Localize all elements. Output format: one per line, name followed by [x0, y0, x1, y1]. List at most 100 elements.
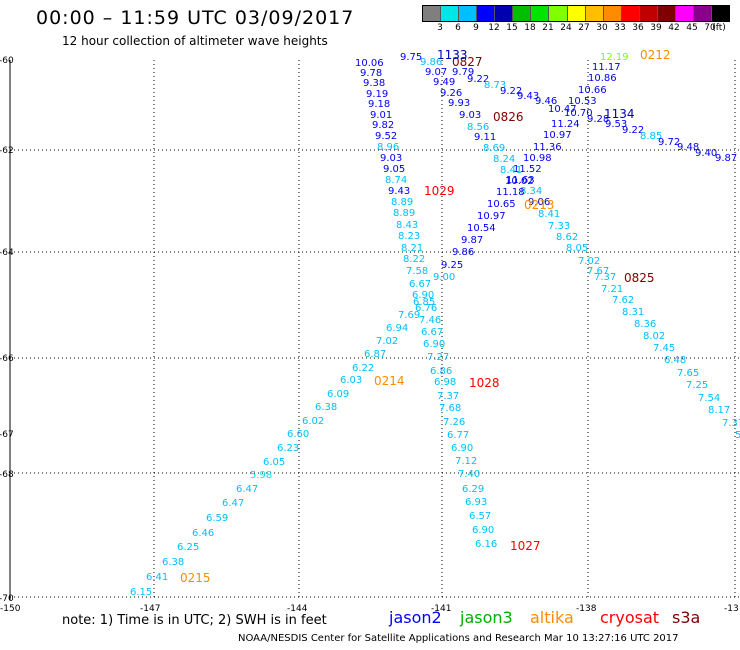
longitude-label: -138 — [576, 604, 597, 614]
color-scale-label: 24 — [560, 23, 572, 33]
wave-height-value: 8.24 — [493, 154, 516, 165]
wave-height-value: 9.86 — [452, 247, 475, 258]
wave-height-value: 6.77 — [447, 430, 470, 441]
wave-height-value: 6.86 — [430, 366, 453, 377]
color-scale-label: 3 — [437, 23, 443, 33]
color-scale-swatch — [441, 6, 460, 21]
wave-height-value: 9.82 — [372, 120, 395, 131]
color-scale-swatch — [621, 6, 640, 21]
wave-height-value: 9.40 — [695, 148, 718, 159]
longitude-label: -13 — [724, 604, 739, 614]
color-scale-swatch — [712, 6, 730, 21]
wave-height-value: 10.54 — [467, 223, 496, 234]
wave-height-value: 10.66 — [578, 85, 607, 96]
wave-height-value: 9.48 — [677, 142, 700, 153]
wave-height-value: 9.26 — [440, 88, 463, 99]
color-scale-swatch — [603, 6, 622, 21]
wave-height-value: 7.68 — [439, 403, 462, 414]
wave-height-value: 10.98 — [523, 153, 552, 164]
wave-height-value: 6.57 — [469, 511, 492, 522]
color-scale-swatch — [549, 6, 568, 21]
color-scale-swatch — [567, 6, 586, 21]
wave-height-value: 8.41 — [500, 165, 523, 176]
wave-height-value: 7.40 — [458, 469, 481, 480]
wave-height-value: 8.74 — [385, 175, 408, 186]
wave-height-value: 6.38 — [315, 402, 338, 413]
color-scale-label: (ft) — [712, 23, 726, 33]
pass-time-label: 1027 — [510, 539, 541, 553]
wave-height-value: 7.65 — [677, 368, 700, 379]
wave-height-value: 9.22 — [500, 86, 523, 97]
wave-height-value: 9.00 — [433, 272, 456, 283]
wave-height-value: 7.62 — [612, 295, 635, 306]
latitude-label: -64 — [0, 248, 14, 258]
latitude-label: -62 — [0, 146, 14, 156]
color-scale-label: 42 — [668, 23, 680, 33]
wave-height-value: 6.90 — [472, 525, 495, 536]
wave-height-value: 6.46 — [192, 528, 215, 539]
wave-height-value: 7.33 — [548, 221, 571, 232]
wave-height-value: 6.67 — [409, 279, 432, 290]
pass-time-label: 0827 — [452, 55, 483, 69]
wave-height-value: 7.27 — [427, 352, 450, 363]
wave-height-value: 7.58 — [406, 266, 429, 277]
color-scale-label: 9 — [473, 23, 479, 33]
color-scale-swatch — [459, 6, 478, 21]
wave-height-value: 9.43 — [517, 91, 540, 102]
color-scale-label: 39 — [650, 23, 662, 33]
color-scale-swatch — [513, 6, 532, 21]
longitude-label: -141 — [431, 604, 452, 614]
wave-height-value: 9.11 — [474, 132, 497, 143]
wave-height-value: 5 — [735, 430, 740, 441]
wave-height-value: 10.97 — [477, 211, 506, 222]
wave-height-value: 8.17 — [708, 405, 731, 416]
color-scale-swatch — [531, 6, 550, 21]
wave-height-value: 9.78 — [360, 68, 383, 79]
wave-height-value: 8.89 — [391, 197, 414, 208]
pass-time-label: 0213 — [524, 198, 555, 212]
wave-height-value: 8.69 — [483, 143, 506, 154]
pass-time-label: 1134 — [604, 107, 635, 121]
wave-height-value: 6.23 — [277, 443, 300, 454]
wave-height-color-scale — [422, 5, 730, 22]
wave-height-value: 8.43 — [396, 220, 419, 231]
wave-height-value: 8.36 — [634, 319, 657, 330]
wave-height-value: 9.72 — [658, 137, 681, 148]
wave-height-value: 8.21 — [401, 243, 424, 254]
wave-height-value: 6.85 — [413, 297, 436, 308]
wave-height-value: 6.47 — [222, 498, 245, 509]
pass-time-label: 0825 — [624, 271, 655, 285]
wave-height-value: 10.53 — [568, 96, 597, 107]
longitude-label: -150 — [0, 604, 21, 614]
wave-height-value: 6.15 — [130, 587, 153, 598]
wave-height-value: 12.19 — [600, 52, 629, 63]
wave-height-value: 9.03 — [459, 110, 482, 121]
wave-height-value: 8.62 — [556, 232, 579, 243]
wave-height-value: 7.26 — [443, 417, 466, 428]
latitude-label: -67 — [0, 430, 14, 440]
color-scale-swatch — [423, 6, 442, 21]
wave-height-value: 6.47 — [236, 484, 259, 495]
wave-height-value: 9.79 — [452, 67, 475, 78]
wave-height-value: 7.37 — [437, 391, 460, 402]
wave-height-value: 9.87 — [715, 153, 738, 164]
pass-time-label: 1133 — [437, 48, 468, 62]
wave-height-value: 11.24 — [551, 119, 580, 130]
wave-height-value: 6.22 — [352, 363, 375, 374]
wave-height-value: 6.48 — [664, 355, 687, 366]
wave-height-value: 9.18 — [368, 99, 391, 110]
wave-height-value: 6.90 — [412, 290, 435, 301]
wave-height-value: 9.53 — [605, 119, 628, 130]
wave-height-value: 6.87 — [364, 349, 387, 360]
wave-height-value: 8.23 — [398, 231, 421, 242]
color-scale-swatch — [639, 6, 658, 21]
wave-height-value: 7.69 — [398, 310, 421, 321]
wave-height-value: 11.36 — [533, 142, 562, 153]
wave-height-value: 6.02 — [302, 416, 325, 427]
wave-height-value: 9.22 — [622, 125, 645, 136]
latitude-label: -66 — [0, 354, 14, 364]
wave-height-value: 6.03 — [340, 375, 363, 386]
wave-height-value: 6.90 — [451, 443, 474, 454]
